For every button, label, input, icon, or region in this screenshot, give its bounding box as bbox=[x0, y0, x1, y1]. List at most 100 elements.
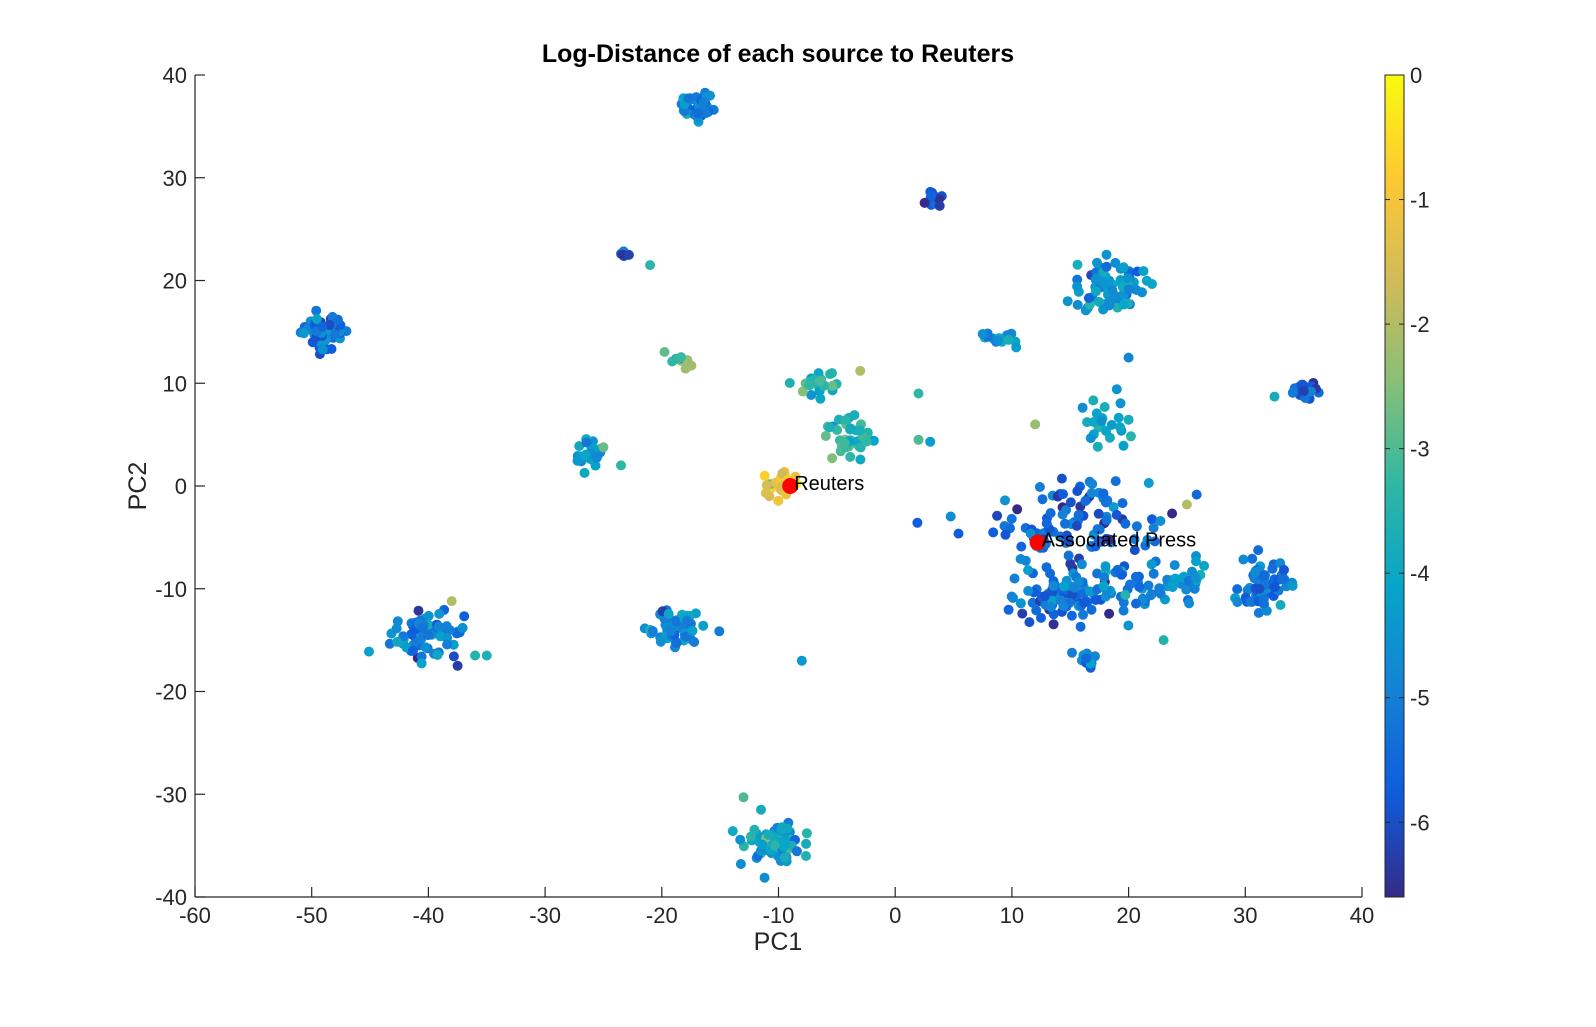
data-point bbox=[1066, 610, 1077, 621]
data-point bbox=[840, 415, 851, 425]
data-point bbox=[1003, 604, 1014, 615]
data-point bbox=[1071, 520, 1082, 531]
data-point bbox=[1023, 565, 1034, 576]
data-point bbox=[1129, 545, 1140, 556]
data-point bbox=[1092, 441, 1103, 452]
data-point bbox=[647, 626, 658, 637]
data-point bbox=[1115, 398, 1126, 409]
data-point bbox=[1091, 286, 1101, 297]
data-point bbox=[1081, 653, 1092, 664]
data-point bbox=[992, 510, 1003, 521]
data-point bbox=[804, 380, 815, 391]
data-point bbox=[324, 320, 335, 330]
data-point bbox=[687, 625, 698, 636]
data-point bbox=[1024, 617, 1035, 628]
x-tick-label: 30 bbox=[1233, 903, 1257, 928]
data-point bbox=[776, 824, 787, 835]
data-point bbox=[1148, 522, 1159, 533]
data-point bbox=[827, 453, 838, 464]
data-point bbox=[832, 425, 843, 435]
y-tick-label: 40 bbox=[163, 63, 187, 88]
colorbar-tick-label: -2 bbox=[1410, 312, 1430, 337]
data-point bbox=[623, 249, 634, 260]
data-point bbox=[667, 356, 678, 367]
data-point bbox=[1099, 278, 1110, 289]
data-point bbox=[1250, 567, 1261, 578]
data-point bbox=[452, 660, 463, 671]
data-point bbox=[861, 436, 872, 447]
data-point bbox=[592, 451, 603, 462]
data-point bbox=[1090, 595, 1101, 605]
data-point bbox=[1279, 564, 1289, 575]
x-tick-label: -20 bbox=[646, 903, 678, 928]
data-point bbox=[1111, 509, 1122, 520]
data-point bbox=[470, 650, 481, 661]
data-point bbox=[745, 831, 756, 842]
colorbar-tick-label: -3 bbox=[1410, 437, 1430, 462]
data-point bbox=[953, 528, 964, 539]
data-point bbox=[1123, 284, 1134, 295]
data-point bbox=[1094, 296, 1104, 307]
data-point bbox=[1003, 334, 1014, 345]
data-point bbox=[317, 344, 328, 355]
data-point bbox=[1011, 342, 1022, 353]
data-point bbox=[645, 260, 656, 271]
data-point bbox=[757, 839, 768, 850]
data-point bbox=[1063, 550, 1074, 561]
data-point bbox=[1253, 545, 1264, 556]
x-tick-label: 10 bbox=[1000, 903, 1024, 928]
data-point bbox=[1041, 562, 1052, 573]
data-point bbox=[855, 365, 866, 376]
data-point bbox=[1143, 478, 1154, 488]
y-tick-label: -10 bbox=[155, 577, 187, 602]
data-point bbox=[1090, 541, 1101, 552]
x-tick-label: 20 bbox=[1116, 903, 1140, 928]
data-point bbox=[759, 470, 770, 481]
data-point bbox=[317, 321, 328, 332]
data-point bbox=[1125, 431, 1136, 442]
data-point bbox=[1056, 473, 1067, 484]
data-point bbox=[1079, 597, 1090, 608]
data-point bbox=[1242, 585, 1253, 596]
data-point bbox=[1006, 513, 1017, 524]
colorbar-tick-label: -1 bbox=[1410, 188, 1430, 213]
data-point bbox=[1069, 582, 1080, 593]
data-point bbox=[1110, 476, 1121, 487]
data-point bbox=[1058, 489, 1068, 500]
data-point bbox=[1017, 608, 1028, 619]
data-point bbox=[1086, 488, 1097, 499]
data-point bbox=[1088, 395, 1099, 406]
data-point bbox=[1120, 518, 1131, 529]
data-point bbox=[1191, 556, 1201, 567]
data-point bbox=[1015, 554, 1026, 564]
data-point bbox=[1092, 524, 1103, 535]
data-point bbox=[912, 517, 923, 528]
data-point bbox=[1099, 572, 1110, 583]
data-point bbox=[1092, 257, 1102, 268]
colorbar-tick-label: 0 bbox=[1410, 63, 1422, 88]
data-point bbox=[598, 442, 609, 453]
data-point bbox=[735, 834, 746, 845]
x-tick-label: 0 bbox=[889, 903, 901, 928]
data-point bbox=[1101, 515, 1112, 526]
data-point bbox=[801, 838, 812, 849]
data-point bbox=[364, 646, 374, 657]
data-point bbox=[392, 636, 403, 647]
data-point bbox=[416, 658, 427, 669]
x-tick-label: 40 bbox=[1350, 903, 1374, 928]
data-point bbox=[1146, 559, 1157, 570]
data-point bbox=[1158, 635, 1169, 646]
data-point bbox=[1085, 433, 1096, 444]
data-point bbox=[1016, 541, 1027, 552]
data-point bbox=[1269, 582, 1280, 593]
data-point bbox=[827, 380, 838, 391]
scatter-points bbox=[295, 87, 1324, 883]
data-point bbox=[919, 197, 930, 208]
data-point bbox=[784, 378, 795, 388]
y-tick-label: 20 bbox=[163, 269, 187, 294]
data-point bbox=[1141, 275, 1152, 286]
y-tick-label: 0 bbox=[175, 474, 187, 499]
data-point bbox=[1129, 534, 1140, 545]
data-point bbox=[655, 636, 666, 647]
x-tick-label: -10 bbox=[763, 903, 795, 928]
